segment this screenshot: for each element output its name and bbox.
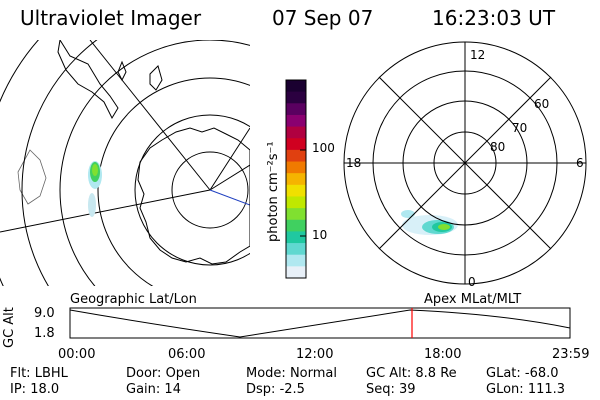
timeline-ymax: 9.0 — [34, 306, 55, 321]
footer-glon: GLon: 111.3 — [486, 382, 566, 397]
timeline-tick-0000: 00:00 — [58, 347, 96, 362]
footer-glat: GLat: -68.0 — [486, 366, 559, 381]
mlat-label-70: 70 — [512, 121, 528, 135]
colorbar-segment — [286, 149, 306, 163]
footer-gain: Gain: 14 — [126, 382, 181, 397]
instrument-title: Ultraviolet Imager — [20, 6, 202, 30]
colorbar-segment — [286, 173, 306, 186]
timeline-tick-1800: 18:00 — [424, 347, 462, 362]
right-panel-label: Apex MLat/MLT — [424, 292, 522, 307]
colorbar-segment — [286, 103, 306, 116]
footer-seq: Seq: 39 — [366, 382, 416, 397]
footer-ip: IP: 18.0 — [10, 382, 60, 397]
mlt-label-top: 12 — [470, 48, 486, 62]
mlt-label-bottom: 0 — [468, 275, 476, 289]
colorbar-segment — [286, 231, 306, 244]
timeline-tick-2359: 23:59 — [552, 347, 590, 362]
footer-flt: Flt: LBHL — [10, 366, 68, 381]
footer-dsp: Dsp: -2.5 — [246, 382, 305, 397]
colorbar-segment — [286, 80, 306, 93]
colorbar-segment — [286, 161, 306, 174]
colorbar-tick-10: 10 — [312, 228, 328, 242]
timeline-ylabel: GC Alt — [2, 307, 17, 348]
footer-mode: Mode: Normal — [246, 366, 337, 381]
left-panel-label: Geographic Lat/Lon — [70, 292, 197, 307]
polar-mlat-mlt-plot — [343, 41, 587, 285]
mlat-label-80: 80 — [490, 140, 506, 154]
footer-gc-alt: GC Alt: 8.8 Re — [366, 366, 457, 381]
colorbar-segment — [286, 196, 306, 209]
timeline-tick-1200: 12:00 — [296, 347, 334, 362]
colorbar-segment — [286, 254, 306, 267]
colorbar-segment — [286, 219, 306, 232]
colorbar — [286, 80, 306, 279]
time-label: 16:23:03 UT — [432, 6, 556, 30]
colorbar-segment — [286, 114, 306, 128]
colorbar-segment — [286, 184, 306, 197]
colorbar-segment — [286, 208, 306, 221]
colorbar-segment — [286, 126, 306, 139]
colorbar-segment — [286, 138, 306, 151]
date-label: 07 Sep 07 — [272, 6, 374, 30]
timeline-tick-0600: 06:00 — [168, 347, 206, 362]
colorbar-tick-100: 100 — [312, 141, 335, 155]
mlt-label-left: 18 — [346, 156, 362, 170]
colorbar-unit-label: photon cm⁻²s⁻¹ — [266, 141, 281, 242]
footer-door: Door: Open — [126, 366, 201, 381]
geographic-map — [0, 40, 250, 286]
mlat-label-60: 60 — [534, 97, 550, 111]
timeline-ymin: 1.8 — [34, 326, 55, 341]
colorbar-segment — [286, 266, 306, 279]
altitude-timeline — [69, 307, 571, 339]
mlt-label-right: 6 — [576, 156, 584, 170]
colorbar-segment — [286, 243, 306, 256]
colorbar-segment — [286, 91, 306, 104]
